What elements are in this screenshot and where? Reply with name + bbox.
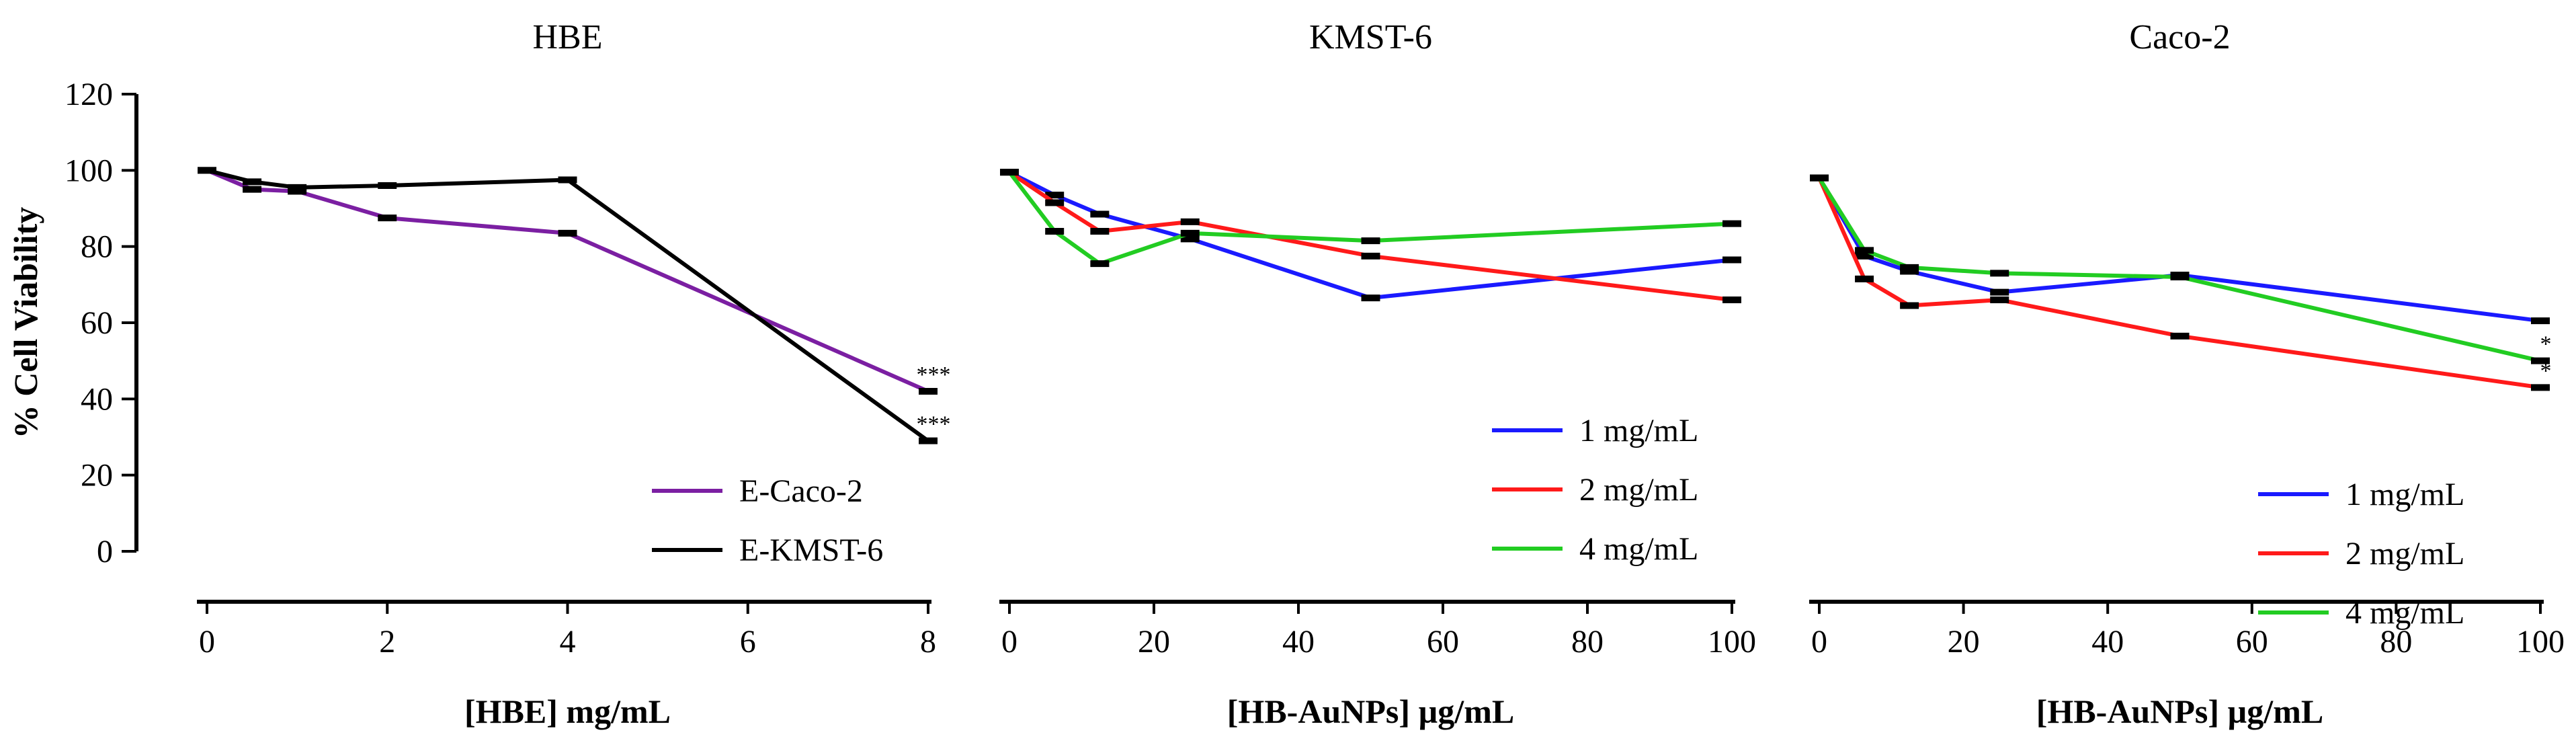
legend-label: E-KMST-6: [739, 532, 883, 568]
x-axis-label: [HB-AuNPs] µg/mL: [2036, 693, 2323, 730]
legend-label: 1 mg/mL: [1579, 413, 1698, 448]
y-tick-label: 60: [81, 305, 113, 341]
series-line: [206, 168, 929, 443]
y-tick-label: 0: [97, 534, 113, 569]
series-line: [1008, 170, 1733, 302]
series-line: [206, 168, 929, 393]
x-tick-label: 0: [1811, 624, 1827, 660]
series-line: [1008, 170, 1733, 301]
x-tick-label: 40: [1282, 624, 1315, 660]
significance-label: ***: [917, 362, 951, 387]
legend-label: E-Caco-2: [739, 473, 863, 509]
x-tick-label: 0: [199, 624, 215, 660]
chart-panel-2: KMST-6 0 20 40 60 80 100 [HB-AuNPs] µg/mL 1 mg/m…: [999, 18, 1756, 730]
x-tick-label: 40: [2091, 624, 2124, 660]
series-line: [1817, 177, 2541, 390]
x-tick-label: 80: [2380, 624, 2412, 660]
legend-label: 2 mg/mL: [2345, 536, 2464, 571]
x-tick-label: 2: [379, 624, 395, 660]
series-line: [1817, 177, 2541, 323]
chart-title: KMST-6: [1309, 18, 1432, 56]
series-line: [1007, 171, 1733, 266]
x-tick-label: 20: [1948, 624, 1980, 660]
x-tick-label: 6: [740, 624, 756, 660]
x-axis-label: [HB-AuNPs] µg/mL: [1227, 693, 1514, 730]
y-tick-label: 100: [65, 153, 113, 188]
y-tick-label: 40: [81, 381, 113, 417]
y-tick-label: 80: [81, 229, 113, 265]
legend-label: 1 mg/mL: [2345, 477, 2464, 512]
chart-title: Caco-2: [2129, 18, 2230, 56]
chart-title: HBE: [533, 18, 603, 56]
legend-label: 2 mg/mL: [1579, 472, 1698, 508]
legend-label: 4 mg/mL: [2345, 595, 2464, 631]
x-tick-label: 80: [1571, 624, 1604, 660]
significance-label: *: [2540, 332, 2552, 357]
y-tick-label: 20: [81, 458, 113, 493]
significance-label: *: [2540, 358, 2552, 383]
x-tick-label: 100: [2516, 624, 2565, 660]
chart-panel-1: HBE 0 2 4 6 8 [HBE] mg/mL 0 20 40 60 80 100 120 % Cell…: [7, 18, 951, 730]
x-tick-label: 100: [1708, 624, 1756, 660]
x-tick-label: 60: [2236, 624, 2268, 660]
legend-label: 4 mg/mL: [1579, 531, 1698, 567]
series-line: [1817, 177, 2541, 363]
x-tick-label: 0: [1001, 624, 1017, 660]
chart-panel-3: Caco-2 0 20 40 60 80 100 [HB-AuNPs] µg/mL ** 1 mg…: [1809, 18, 2565, 730]
y-axis-label: % Cell Viability: [7, 207, 44, 438]
x-tick-label: 4: [560, 624, 576, 660]
x-tick-label: 60: [1427, 624, 1459, 660]
y-tick-label: 120: [65, 77, 113, 112]
x-axis-label: [HBE] mg/mL: [464, 693, 671, 730]
x-tick-label: 8: [920, 624, 936, 660]
x-tick-label: 20: [1138, 624, 1170, 660]
significance-label: ***: [917, 412, 951, 437]
